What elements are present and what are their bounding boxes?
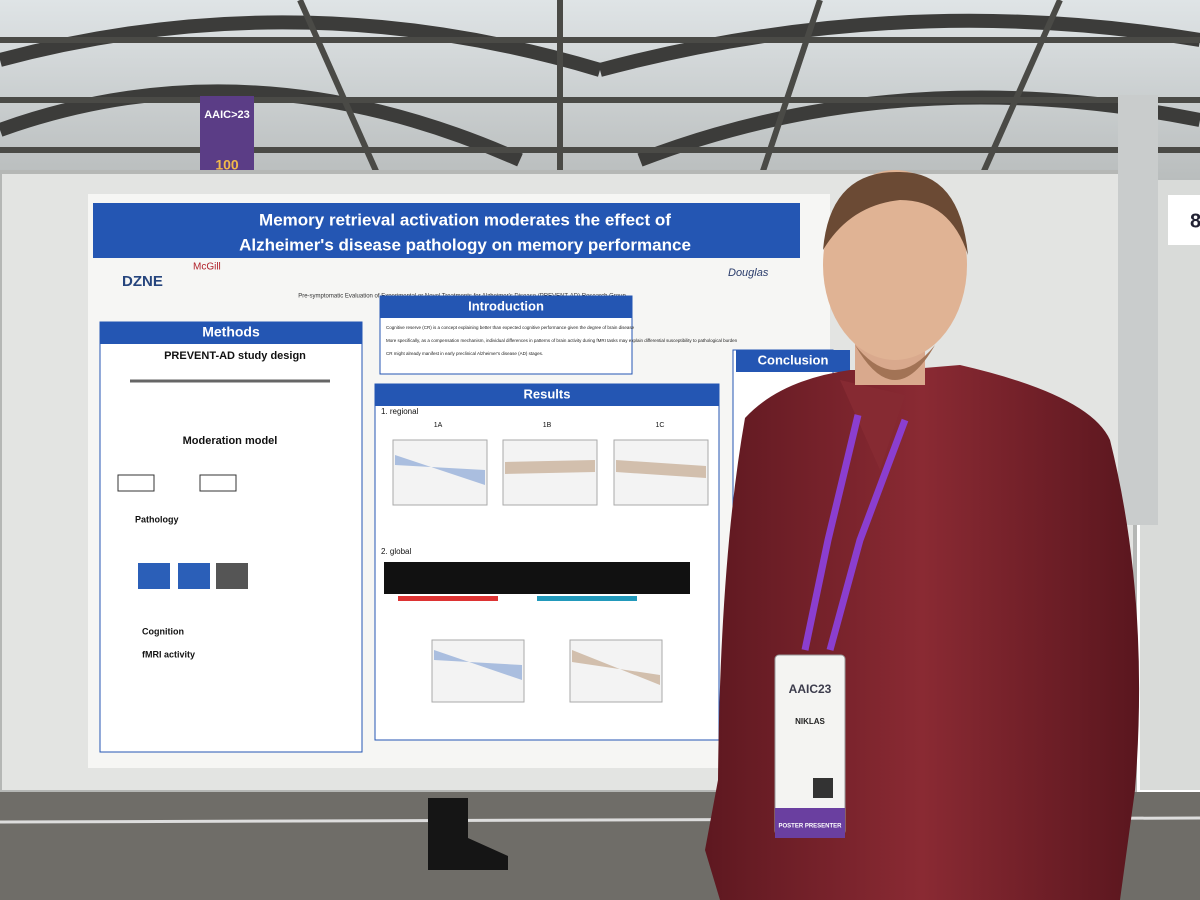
ribbon	[616, 460, 706, 478]
colorbar	[398, 596, 498, 601]
banner	[200, 96, 254, 174]
subheading: 2. global	[381, 547, 411, 556]
subheading: Cognition	[142, 626, 184, 636]
badge-role: POSTER PRESENTER	[778, 824, 842, 830]
beam	[977, 0, 1063, 182]
qr-code	[813, 778, 833, 798]
badge-ribbon	[775, 808, 845, 838]
ribbon	[434, 650, 522, 680]
board-number: 8	[1190, 210, 1200, 232]
ribbon	[572, 650, 660, 685]
box	[117, 474, 155, 492]
ribbon	[505, 460, 595, 474]
ceiling-beams	[0, 0, 1200, 182]
collar	[840, 380, 905, 470]
beard	[855, 345, 935, 380]
shirt	[705, 365, 1140, 900]
beam	[757, 0, 823, 181]
panel-label: 1A	[434, 422, 443, 429]
plot	[431, 639, 525, 703]
colorbar	[537, 596, 637, 601]
methods-panel	[99, 321, 363, 753]
lanyard	[801, 414, 909, 651]
ribbon	[395, 455, 485, 485]
subheading: 1. regional	[381, 407, 419, 416]
panel-label: 1B	[543, 422, 552, 429]
poster-title: Memory retrieval activation moderates th…	[259, 210, 671, 229]
arch	[0, 84, 523, 167]
logo: Douglas	[728, 267, 769, 279]
bullet: CR might already manifest in early precl…	[386, 351, 543, 356]
banner-number: 100	[215, 157, 239, 173]
head	[823, 170, 967, 360]
methods-header	[100, 322, 362, 344]
panel-label: 1C	[656, 422, 665, 429]
poster-title: Alzheimer's disease pathology on memory …	[239, 235, 691, 254]
subheading: fMRI activity	[142, 649, 195, 659]
bullet: More specifically, as a compensation mec…	[386, 338, 738, 343]
pillar	[1118, 95, 1158, 525]
poster-title-bar	[93, 203, 800, 258]
subheading: Pathology	[135, 514, 179, 524]
hair	[823, 171, 968, 255]
introduction-header	[380, 296, 632, 318]
box	[199, 474, 237, 492]
section-heading: Results	[524, 386, 571, 401]
badge-conference: AAIC23	[789, 682, 832, 696]
section-heading: Introduction	[468, 298, 544, 313]
plot	[569, 639, 663, 703]
logo: DZNE	[122, 273, 163, 290]
badge-name: NIKLAS	[795, 717, 825, 726]
brain-image	[138, 563, 170, 589]
beam	[297, 0, 383, 182]
bullet: Cognitive reserve (CR) is a concept expl…	[386, 325, 635, 330]
banner-brand: AAIC>23	[204, 109, 250, 121]
subheading: PREVENT-AD study design	[164, 350, 306, 362]
subheading: Moderation model	[183, 435, 278, 447]
logo: McGill	[193, 262, 221, 273]
section-heading: Methods	[202, 324, 260, 340]
arch	[598, 13, 1200, 77]
board-number-card	[1168, 195, 1200, 245]
results-header	[375, 384, 719, 406]
section-heading: Conclusion	[758, 352, 829, 367]
brain-strip	[384, 562, 690, 594]
conclusion-header	[736, 350, 850, 372]
brain-image	[216, 563, 248, 589]
brain-image	[178, 563, 210, 589]
boot	[428, 798, 508, 870]
